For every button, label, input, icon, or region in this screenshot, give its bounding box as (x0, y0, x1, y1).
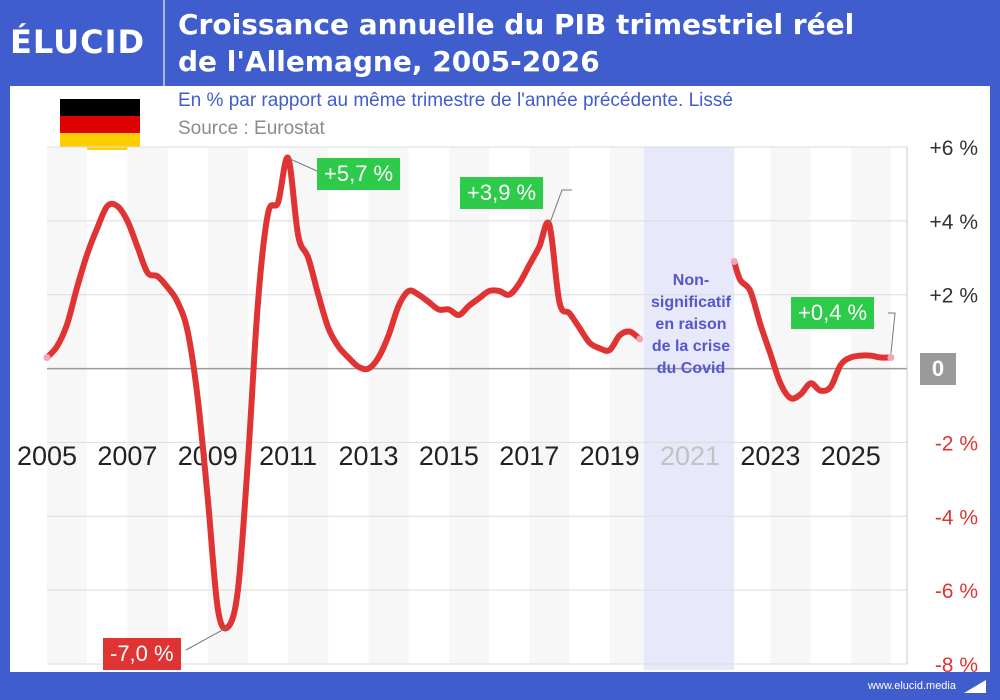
year-band (609, 147, 650, 664)
elucid-logo[interactable]: ÉLUCID (10, 23, 146, 61)
x-tick-label: 2011 (259, 441, 317, 471)
y-tick-label: +6 % (930, 137, 978, 160)
annotation-trough-2009: -7,0 % (103, 638, 181, 670)
year-band (47, 147, 88, 664)
year-band (368, 147, 409, 664)
zero-label: 0 (920, 353, 956, 385)
header-separator (163, 0, 165, 86)
x-tick-label: 2025 (821, 441, 881, 471)
covid-note-line: Non- (672, 272, 710, 289)
annotation-leader (185, 626, 229, 651)
segment-endpoint (43, 353, 51, 361)
covid-note-line: significatif (650, 294, 731, 311)
segment-endpoint (730, 257, 738, 265)
x-tick-label: 2017 (499, 441, 559, 471)
footer: www.elucid.media (0, 672, 1000, 700)
y-tick-label: -8 % (935, 654, 978, 677)
x-tick-label: 2013 (338, 441, 398, 471)
y-tick-label: -2 % (935, 432, 978, 455)
y-tick-label: -4 % (935, 506, 978, 529)
x-tick-label: 2007 (97, 441, 157, 471)
elucid-mark-icon (964, 680, 986, 693)
segment-endpoint (636, 335, 644, 343)
x-tick-label: 2021 (660, 441, 720, 471)
covid-note-line: de la crise (651, 338, 731, 355)
year-band (850, 147, 891, 664)
x-tick-label: 2019 (580, 441, 640, 471)
year-band (127, 147, 168, 664)
x-tick-label: 2023 (740, 441, 800, 471)
gdp-growth-line (44, 155, 643, 632)
x-tick-label: 2009 (178, 441, 238, 471)
annotation-leader (287, 157, 318, 172)
annotation-peak-2011: +5,7 % (317, 158, 401, 190)
title-line-2: de l'Allemagne, 2005-2026 (178, 45, 600, 78)
year-band (448, 147, 490, 664)
x-tick-label: 2015 (419, 441, 479, 471)
covid-note: Non- significatif en raison de la crise … (646, 270, 736, 380)
annotation-leader (888, 312, 896, 354)
segment-endpoint (887, 353, 895, 361)
gdp-growth-line (731, 258, 894, 402)
chart-source: Source : Eurostat (178, 118, 325, 139)
y-tick-label: -6 % (935, 580, 978, 603)
annotation-peak-2017: +3,9 % (460, 177, 544, 209)
title-line-1: Croissance annuelle du PIB trimestriel r… (178, 8, 855, 41)
footer-url[interactable]: www.elucid.media (867, 680, 956, 692)
x-tick-label: 2005 (17, 441, 77, 471)
y-tick-label: +4 % (930, 211, 978, 234)
chart-subtitle: En % par rapport au même trimestre de l'… (178, 90, 733, 111)
annotation-leader (548, 189, 572, 225)
header: ÉLUCID Croissance annuelle du PIB trimes… (0, 0, 1000, 86)
covid-band (643, 147, 735, 670)
annotation-latest: +0,4 % (791, 297, 875, 329)
year-band (770, 147, 811, 664)
covid-note-line: en raison (655, 316, 727, 333)
chart-title: Croissance annuelle du PIB trimestriel r… (178, 6, 978, 80)
covid-note-line: du Covid (656, 360, 726, 377)
y-tick-label: +2 % (930, 285, 978, 308)
germany-flag-icon (60, 99, 140, 150)
